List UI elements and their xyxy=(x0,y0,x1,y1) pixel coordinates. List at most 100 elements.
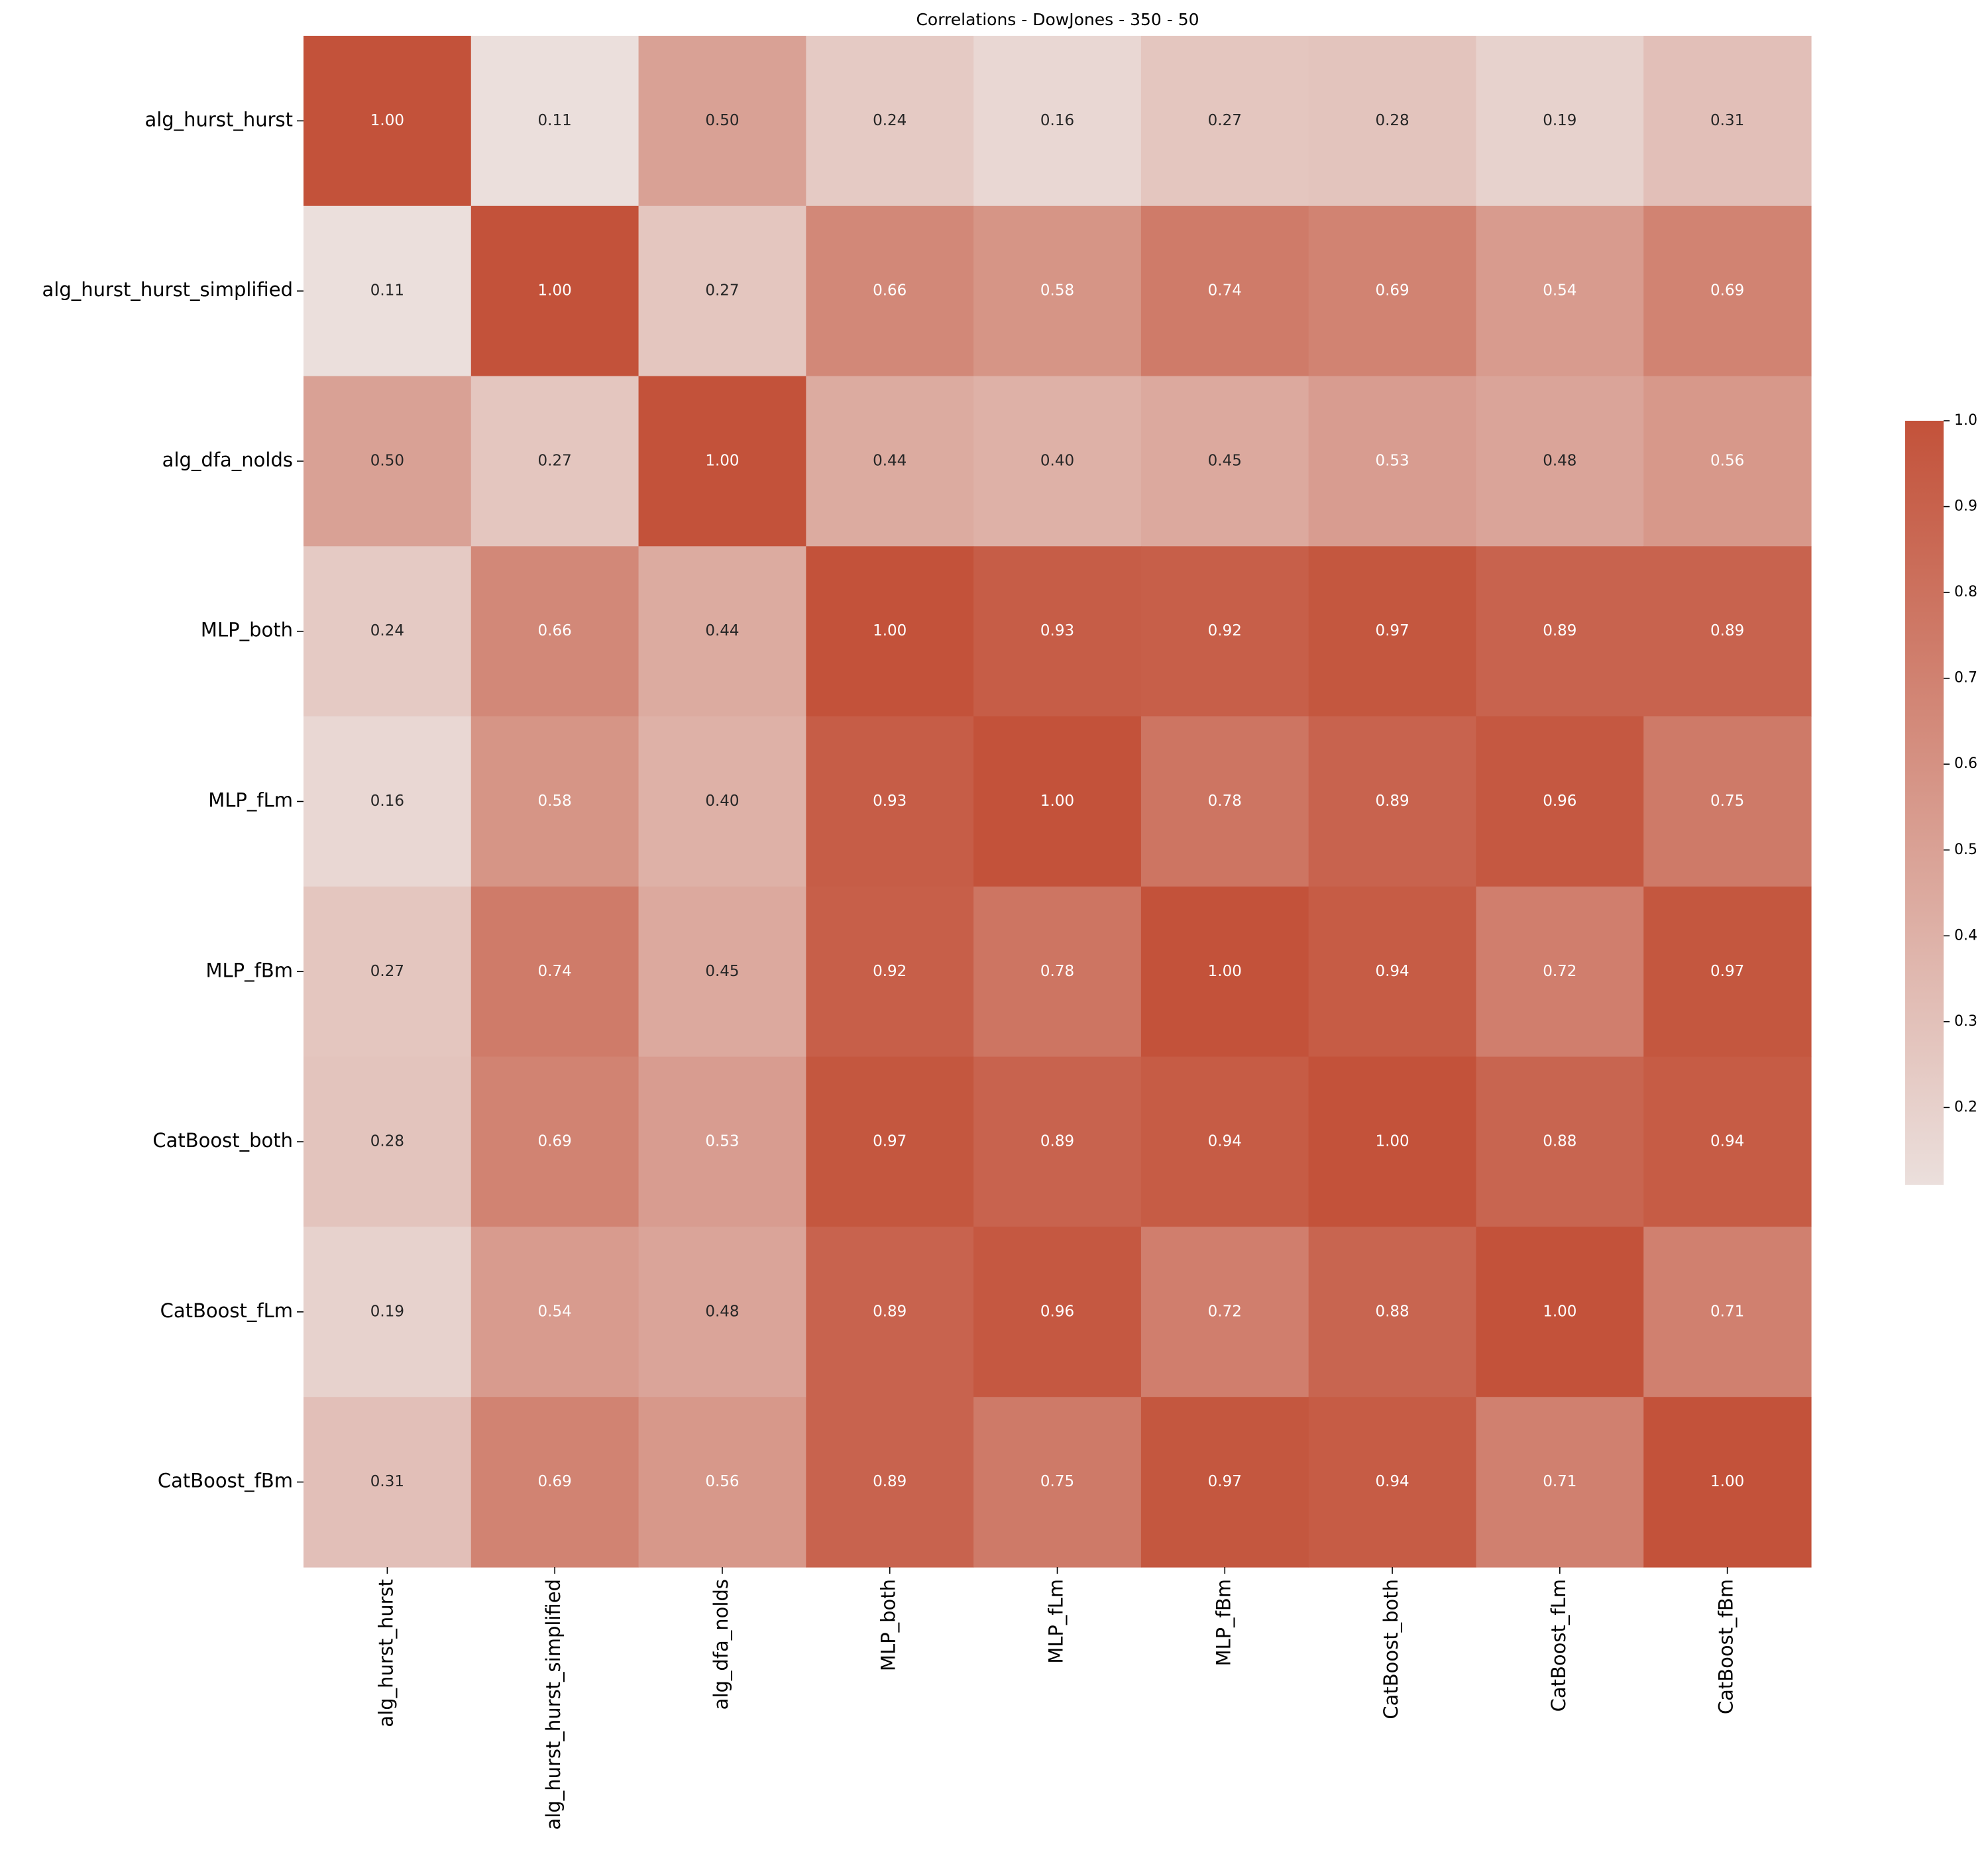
cell xyxy=(304,36,472,207)
x-tick-label: MLP_fBm xyxy=(1212,1579,1235,1667)
cell xyxy=(973,1056,1142,1228)
colorbar-tick-label: 0.3 xyxy=(1954,1013,1977,1030)
cell-label: 0.11 xyxy=(538,112,572,129)
cell-label: 0.19 xyxy=(370,1303,404,1320)
cell-label: 0.71 xyxy=(1710,1303,1744,1320)
cell xyxy=(304,716,472,887)
cell-label: 0.66 xyxy=(538,622,572,639)
cell xyxy=(1476,36,1644,207)
cell xyxy=(304,1056,472,1228)
cell-label: 0.97 xyxy=(1375,622,1409,639)
cell-label: 0.94 xyxy=(1375,963,1409,980)
cell xyxy=(1140,886,1309,1058)
cell-label: 1.00 xyxy=(1543,1303,1576,1320)
cell xyxy=(1140,36,1309,207)
cell xyxy=(1643,886,1812,1058)
cell xyxy=(638,36,806,207)
cell xyxy=(1308,36,1477,207)
cell-label: 0.54 xyxy=(538,1303,572,1320)
y-tick-label: MLP_both xyxy=(201,619,293,641)
x-tick-label: alg_hurst_hurst xyxy=(374,1579,397,1727)
cell-label: 0.27 xyxy=(370,963,404,980)
cell-label: 0.19 xyxy=(1543,112,1576,129)
cell xyxy=(1643,376,1812,547)
y-tick-label: CatBoost_both xyxy=(152,1129,293,1152)
cell-label: 0.45 xyxy=(1208,452,1242,469)
cell xyxy=(1140,716,1309,887)
cell xyxy=(973,546,1142,717)
cell xyxy=(1308,1227,1477,1397)
cell-label: 0.78 xyxy=(1208,792,1242,810)
cell-label: 0.50 xyxy=(370,452,404,469)
cell-label: 0.94 xyxy=(1375,1473,1409,1490)
cell xyxy=(1643,1227,1812,1397)
colorbar-tick-label: 0.4 xyxy=(1954,927,1977,944)
cell-label: 0.96 xyxy=(1040,1303,1074,1320)
cell-label: 0.16 xyxy=(1040,112,1074,129)
cell-label: 0.72 xyxy=(1208,1303,1242,1320)
x-tick-label: MLP_both xyxy=(877,1579,900,1671)
cell-label: 0.56 xyxy=(1710,452,1744,469)
cell xyxy=(1140,205,1309,377)
cell xyxy=(1476,376,1644,547)
cell-label: 0.69 xyxy=(1710,282,1744,300)
cell xyxy=(470,1227,639,1397)
colorbar-tick-label: 0.2 xyxy=(1954,1099,1977,1115)
cell-label: 0.89 xyxy=(873,1473,907,1490)
cell xyxy=(1643,1397,1812,1568)
cell xyxy=(1643,1056,1812,1228)
y-tick-label: alg_hurst_hurst xyxy=(144,108,293,131)
cell-label: 1.00 xyxy=(1710,1473,1744,1490)
colorbar-tick-label: 0.7 xyxy=(1954,670,1977,686)
cell-label: 0.69 xyxy=(538,1133,572,1150)
cell-label: 1.00 xyxy=(873,622,907,639)
cell xyxy=(1476,886,1644,1058)
cell-label: 0.89 xyxy=(1543,622,1576,639)
cell xyxy=(973,1227,1142,1397)
cell xyxy=(973,376,1142,547)
cell-label: 1.00 xyxy=(1208,963,1242,980)
cell-label: 1.00 xyxy=(1375,1133,1409,1150)
cell xyxy=(1140,1227,1309,1397)
cell-label: 0.54 xyxy=(1543,282,1576,300)
cell xyxy=(470,1397,639,1568)
cell-label: 1.00 xyxy=(370,112,404,129)
cell xyxy=(1476,205,1644,377)
cell-label: 0.44 xyxy=(873,452,907,469)
cell-label: 0.53 xyxy=(1375,452,1409,469)
colorbar-tick-label: 1.0 xyxy=(1954,412,1977,429)
cell xyxy=(806,886,974,1058)
cell-label: 0.89 xyxy=(1710,622,1744,639)
cell-label: 0.16 xyxy=(370,792,404,810)
cell xyxy=(1476,1227,1644,1397)
y-tick-label: CatBoost_fBm xyxy=(158,1470,293,1492)
chart-title: Correlations - DowJones - 350 - 50 xyxy=(916,10,1199,29)
cell-label: 0.27 xyxy=(1208,112,1242,129)
cell-label: 0.50 xyxy=(705,112,739,129)
x-tick-label: CatBoost_both xyxy=(1380,1579,1402,1720)
cell xyxy=(1308,1397,1477,1568)
cell-label: 1.00 xyxy=(1040,792,1074,810)
cell xyxy=(1476,1056,1644,1228)
cell xyxy=(470,36,639,207)
cell-label: 0.40 xyxy=(1040,452,1074,469)
cell-label: 0.93 xyxy=(873,792,907,810)
cell xyxy=(638,1397,806,1568)
cell-label: 0.27 xyxy=(705,282,739,300)
cell-label: 0.48 xyxy=(705,1303,739,1320)
cell-label: 0.28 xyxy=(370,1133,404,1150)
cell xyxy=(806,36,974,207)
cell xyxy=(1476,716,1644,887)
cell-label: 0.24 xyxy=(370,622,404,639)
cell-label: 0.69 xyxy=(538,1473,572,1490)
colorbar-tick-label: 0.5 xyxy=(1954,842,1977,858)
cell-label: 0.11 xyxy=(370,282,404,300)
cell-label: 0.75 xyxy=(1040,1473,1074,1490)
cell-label: 0.74 xyxy=(1208,282,1242,300)
cell xyxy=(1643,546,1812,717)
x-tick-label: MLP_fLm xyxy=(1045,1579,1068,1664)
cell-label: 0.88 xyxy=(1375,1303,1409,1320)
cell xyxy=(304,1397,472,1568)
cell xyxy=(973,1397,1142,1568)
cell xyxy=(806,546,974,717)
